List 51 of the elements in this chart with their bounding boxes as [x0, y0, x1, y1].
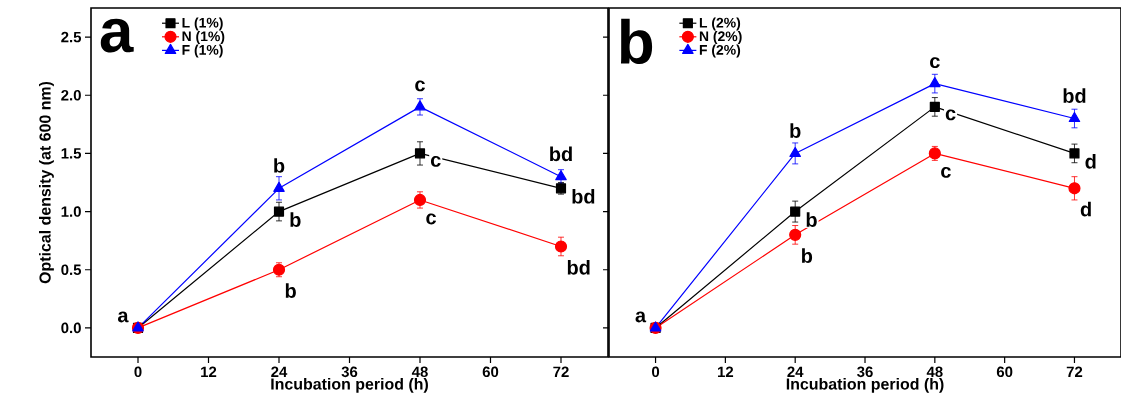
x-tick-label: 0	[651, 366, 660, 378]
y-tick-label: 0.5	[61, 264, 82, 276]
x-tick-label: 48	[411, 366, 428, 378]
annotation: a	[635, 311, 647, 323]
chart-title: a	[100, 18, 134, 53]
y-tick-label: 1.5	[61, 148, 82, 159]
legend-label: F (1%)	[182, 44, 223, 58]
x-tick-label: 0	[134, 366, 142, 378]
annotation: d	[1080, 201, 1091, 217]
annotation: c	[941, 166, 951, 178]
y-tick-label: 1.0	[61, 206, 81, 217]
annotation: c	[430, 155, 441, 167]
x-tick-label: 48	[926, 366, 943, 378]
legend-label: N (2%)	[699, 31, 742, 44]
annotation: bd	[572, 189, 595, 204]
x-tick-label: 36	[341, 366, 358, 378]
x-tick-label: 12	[201, 366, 217, 377]
legend-label: F (2%)	[699, 44, 741, 58]
x-tick-label: 60	[482, 366, 499, 378]
annotation: b	[806, 212, 817, 227]
y-tick-label: 2.5	[61, 31, 82, 43]
x-tick-label: 72	[1066, 366, 1083, 377]
annotation: c	[945, 109, 956, 121]
annotation: b	[285, 283, 296, 298]
x-tick-label: 72	[553, 366, 569, 377]
annotation: d	[1085, 154, 1096, 169]
x-tick-label: 60	[996, 366, 1013, 378]
annotation: c	[415, 80, 425, 92]
x-axis-title: Incubation period (h)	[271, 377, 428, 393]
annotation: bd	[550, 146, 572, 162]
annotation: b	[790, 123, 801, 138]
x-tick-label: 36	[857, 366, 873, 378]
annotation: c	[426, 213, 437, 225]
x-tick-label: 12	[718, 366, 734, 377]
annotation: bd	[567, 260, 590, 275]
x-tick-label: 24	[787, 366, 804, 377]
chart-title: b	[620, 18, 653, 65]
x-axis-title: Incubation period (h)	[786, 377, 944, 393]
legend-label: N (1%)	[182, 31, 225, 44]
y-tick-label: 0.0	[61, 322, 81, 334]
legend-label: L (2%)	[699, 17, 741, 31]
annotation: c	[930, 57, 940, 69]
x-tick-label: 24	[271, 366, 288, 377]
annotation: bd	[1063, 88, 1086, 103]
annotation: b	[290, 212, 301, 227]
y-axis-title: Optical density (at 600 nm)	[39, 81, 54, 284]
legend-label: L (1%)	[182, 17, 223, 31]
annotation: a	[117, 311, 129, 323]
annotation: b	[802, 248, 813, 263]
annotation: b	[274, 158, 285, 173]
y-tick-label: 2.0	[61, 89, 81, 101]
